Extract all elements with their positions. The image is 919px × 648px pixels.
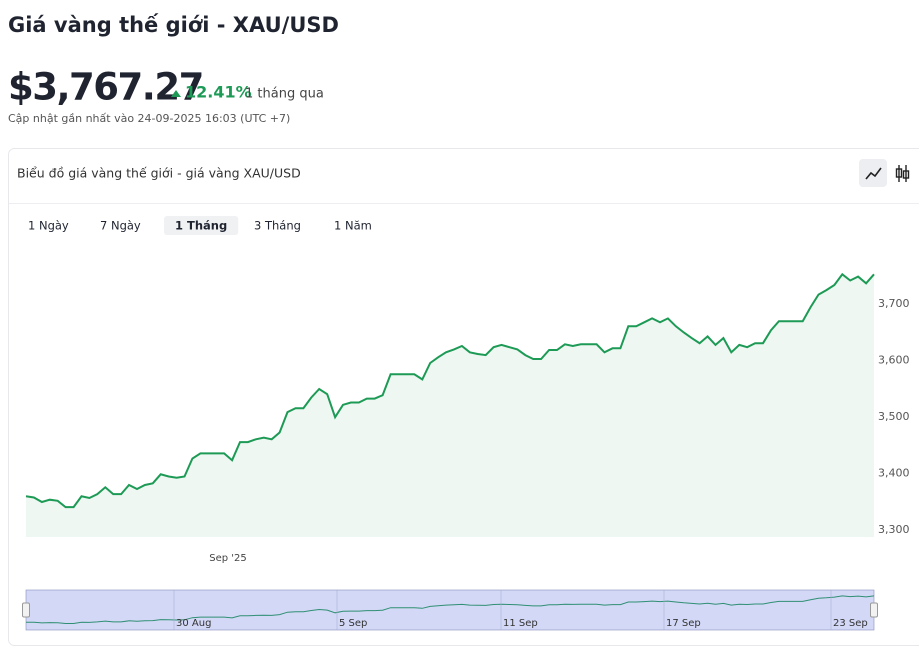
x-tick-label: Sep '25 [209,553,247,564]
range-tab[interactable]: 1 Ngày [28,219,69,233]
price-chart: 3,300 3,400 3,500 3,600 3,700 Sep '25 30 Aug 5 … [22,272,910,631]
navigator-label: 11 Sep [503,618,538,629]
range-tab[interactable]: 7 Ngày [100,219,141,233]
y-tick-label: 3,700 [878,297,910,310]
change-period: 1 tháng qua [245,87,324,102]
navigator-line [25,595,875,624]
navigator-handle[interactable] [870,602,878,618]
navigator-label: 30 Aug [176,618,211,629]
active-tab-bg [164,216,239,235]
page-title: Giá vàng thế giới - XAU/USD [8,13,339,37]
navigator [25,589,875,631]
range-tab[interactable]: 3 Tháng [254,219,301,233]
y-tick-label: 3,500 [878,410,910,423]
y-tick-label: 3,300 [878,523,910,536]
range-tab[interactable]: 1 Năm [334,219,372,233]
price-line [25,272,875,509]
navigator-label: 5 Sep [339,618,367,629]
area-fill [26,274,874,537]
update-time: Cập nhật gần nhất vào 24-09-2025 16:03 (… [8,112,290,125]
navigator-label: 17 Sep [666,618,701,629]
y-tick-label: 3,600 [878,354,910,367]
navigator-label: 23 Sep [833,618,868,629]
range-tabs: 1 Ngày 7 Ngày 1 Tháng 3 Tháng 1 Năm [28,216,372,235]
price: $3,767.27 [8,66,203,109]
y-tick-label: 3,400 [878,467,910,480]
range-tab[interactable]: 1 Tháng [175,219,227,233]
up-arrow [171,90,181,97]
candle-chart-button[interactable] [895,165,910,182]
card-title: Biểu đồ giá vàng thế giới - giá vàng XAU… [17,166,301,181]
navigator-handle[interactable] [22,602,30,618]
line-chart-icon [865,167,882,180]
price-change: 12.41% [185,83,252,102]
line-chart-button[interactable] [859,159,887,187]
